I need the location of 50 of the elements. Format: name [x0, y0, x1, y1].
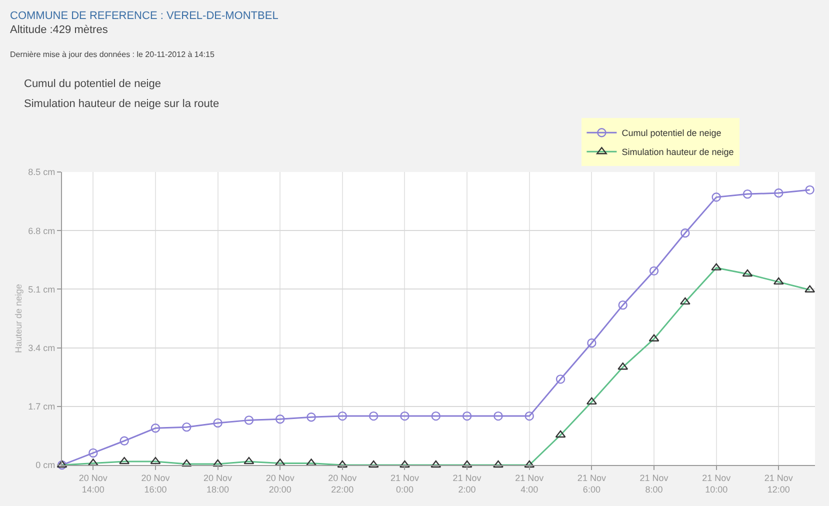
point	[587, 338, 596, 348]
point	[368, 411, 378, 421]
x-tick-label: 21 Nov 8:00	[640, 472, 669, 494]
y-axis-title: Hauteur de neige	[14, 284, 24, 354]
point	[120, 436, 129, 446]
text: Cumul du potentiel de neige	[24, 78, 161, 90]
point	[431, 411, 440, 421]
point	[649, 266, 659, 276]
y-tick-label: 6.8 cm	[28, 226, 56, 236]
y-tick-label: 8.5 cm	[28, 167, 56, 178]
x-tick-label: 21 Nov 0:00	[390, 472, 420, 494]
legend-label: Cumul potentiel de neige	[622, 128, 722, 138]
x-tick-label: 20 Nov 14:00	[78, 472, 108, 494]
chart-title: COMMUNE DE REFERENCE : VEREL-DE-MONTBEL	[10, 10, 278, 22]
point	[88, 448, 98, 458]
x-tick-label: 20 Nov 16:00	[141, 472, 170, 494]
point	[805, 185, 814, 195]
point	[524, 411, 534, 421]
point	[244, 416, 254, 425]
x-tick-label: 21 Nov 10:00	[702, 472, 732, 494]
legend-label: Simulation hauteur de neige	[622, 147, 734, 158]
point	[618, 300, 628, 310]
point	[182, 422, 192, 432]
point	[150, 424, 160, 433]
y-tick-label: 5.1 cm	[28, 284, 56, 294]
x-tick-label: 21 Nov 6:00	[577, 472, 606, 494]
x-tick-label: 21 Nov 4:00	[515, 472, 544, 494]
point	[276, 414, 285, 424]
y-tick-label: 1.7 cm	[28, 402, 56, 412]
chart-subtitle: Altitude :429 mètres	[10, 24, 108, 36]
point	[680, 228, 690, 238]
point	[462, 411, 472, 421]
text: Dernière mise à jour des données : le 20-11-2012 à 14:15	[10, 50, 215, 59]
point	[774, 188, 784, 198]
point	[306, 412, 316, 422]
x-tick-label: 20 Nov 20:00	[266, 472, 295, 494]
point	[556, 374, 566, 384]
x-tick-label: 20 Nov 22:00	[328, 472, 358, 494]
x-tick-label: 21 Nov 2:00	[452, 472, 482, 494]
point	[213, 418, 222, 428]
point	[494, 411, 503, 421]
text: Simulation hauteur de neige sur la route	[24, 98, 220, 110]
y-tick-label: 3.4 cm	[28, 342, 56, 353]
point	[338, 411, 348, 421]
point	[712, 192, 721, 202]
point	[400, 411, 410, 421]
x-tick-label: 21 Nov 12:00	[764, 472, 794, 494]
y-tick-label: 0 cm	[36, 460, 56, 470]
x-tick-label: 20 Nov 18:00	[204, 472, 233, 494]
point	[742, 189, 752, 199]
